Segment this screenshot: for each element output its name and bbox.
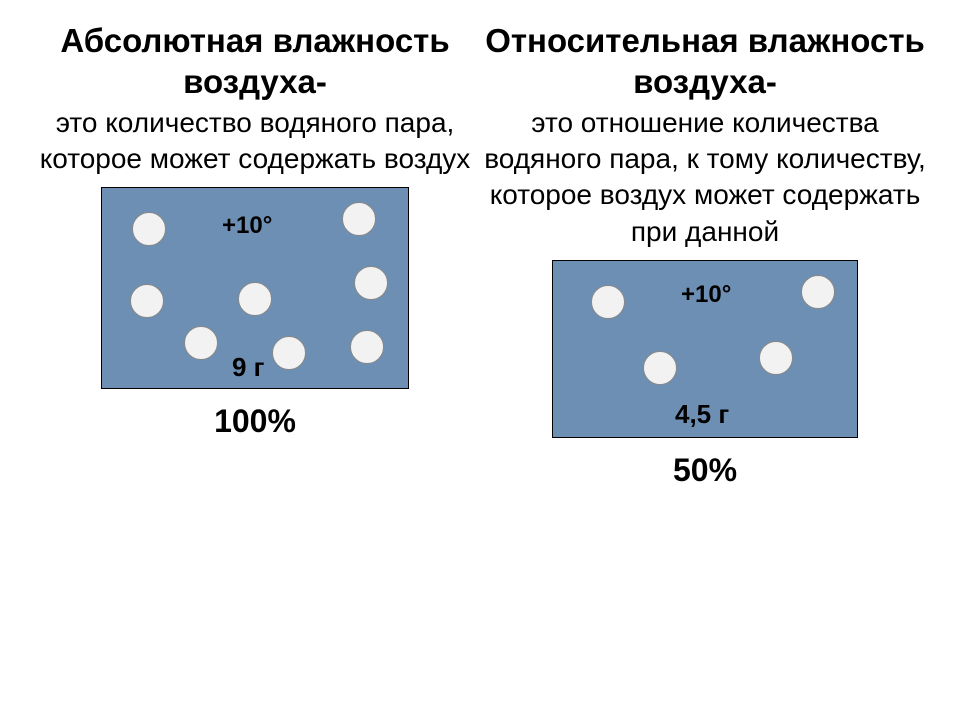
left-mass-label: 9 г [232, 352, 265, 383]
left-box-wrap: +10° 9 г [101, 187, 409, 389]
left-box: +10° 9 г [101, 187, 409, 389]
right-box: +10° 4,5 г [552, 260, 858, 438]
vapor-dot [342, 202, 376, 236]
left-definition: это количество водяного пара, которое мо… [30, 105, 480, 178]
vapor-dot [643, 351, 677, 385]
right-box-wrap: +10° 4,5 г [552, 260, 858, 438]
left-percent: 100% [214, 403, 296, 440]
vapor-dot [132, 212, 166, 246]
vapor-dot [184, 326, 218, 360]
right-mass-label: 4,5 г [675, 399, 729, 430]
vapor-dot [272, 336, 306, 370]
right-percent: 50% [673, 452, 737, 489]
vapor-dot [759, 341, 793, 375]
vapor-dot [350, 330, 384, 364]
vapor-dot [801, 275, 835, 309]
vapor-dot [354, 266, 388, 300]
vapor-dot [238, 282, 272, 316]
left-column: Абсолютная влажность воздуха- это количе… [30, 20, 480, 710]
left-temp-label: +10° [222, 212, 272, 240]
right-title: Относительная влажность воздуха- [480, 20, 930, 103]
vapor-dot [130, 284, 164, 318]
left-title: Абсолютная влажность воздуха- [30, 20, 480, 103]
right-temp-label: +10° [681, 281, 731, 309]
right-definition: это отношение количества водяного пара, … [480, 105, 930, 251]
right-column: Относительная влажность воздуха- это отн… [480, 20, 930, 710]
vapor-dot [591, 285, 625, 319]
